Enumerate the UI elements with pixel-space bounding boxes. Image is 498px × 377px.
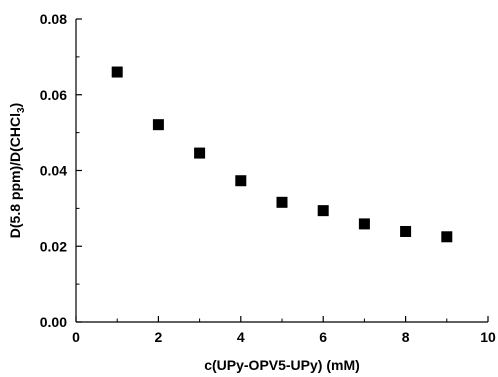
x-tick-label: 10 bbox=[480, 329, 496, 345]
x-axis-label: c(UPy-OPV5-UPy) (mM) bbox=[204, 357, 360, 373]
y-axis-label-main: D(5.8 ppm)/D(CHCl bbox=[7, 113, 23, 238]
data-point bbox=[358, 218, 370, 230]
x-tick-label: 2 bbox=[155, 329, 163, 345]
data-point bbox=[111, 66, 123, 78]
y-tick-label: 0.00 bbox=[40, 314, 67, 330]
data-point bbox=[317, 205, 329, 217]
y-tick-label: 0.06 bbox=[40, 87, 67, 103]
x-axis-ticks: 0 2 4 6 8 10 bbox=[72, 316, 496, 345]
y-axis-label: D(5.8 ppm)/D(CHCl3) bbox=[7, 103, 27, 238]
y-tick-label: 0.02 bbox=[40, 238, 67, 254]
data-point bbox=[235, 175, 247, 187]
data-point bbox=[276, 196, 288, 208]
y-axis-ticks: 0.00 0.02 0.04 0.06 0.08 bbox=[40, 11, 82, 330]
data-point bbox=[441, 231, 453, 243]
x-tick-label: 4 bbox=[237, 329, 245, 345]
x-tick-label: 6 bbox=[319, 329, 327, 345]
data-point bbox=[194, 147, 206, 159]
x-tick-label: 0 bbox=[72, 329, 80, 345]
y-axis-label-subscript: 3 bbox=[16, 107, 27, 113]
x-tick-label: 8 bbox=[402, 329, 410, 345]
data-point bbox=[152, 119, 164, 131]
y-axis-label-close: ) bbox=[7, 103, 23, 108]
y-tick-label: 0.04 bbox=[40, 163, 67, 179]
data-points bbox=[111, 66, 453, 243]
data-point bbox=[400, 225, 412, 237]
plot-axes bbox=[75, 19, 488, 323]
y-tick-label: 0.08 bbox=[40, 11, 67, 27]
